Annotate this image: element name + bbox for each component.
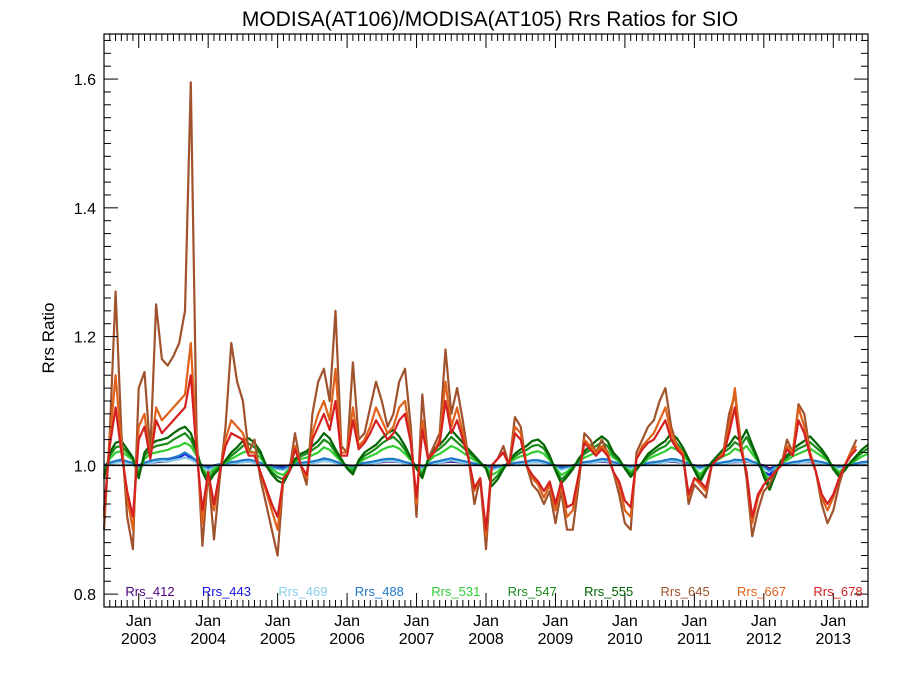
x-tick-label-year: 2009 <box>538 631 574 648</box>
legend-item-rrs_667: Rrs_667 <box>737 584 786 599</box>
tick-layer: 0.81.01.21.41.6Jan2003Jan2004Jan2005Jan2… <box>74 34 869 648</box>
x-tick-label-month: Jan <box>195 613 221 630</box>
y-tick-label: 1.2 <box>74 330 96 347</box>
legend: Rrs_412 Rrs_443 Rrs_469 Rrs_488 Rrs_531 Rrs_5… <box>125 584 862 599</box>
x-tick-label-year: 2003 <box>121 631 157 648</box>
legend-item-rrs_469: Rrs_469 <box>278 584 327 599</box>
y-tick-label: 0.8 <box>74 587 96 604</box>
y-tick-label: 1.4 <box>74 201 96 218</box>
legend-item-rrs_645: Rrs_645 <box>661 584 710 599</box>
legend-item-rrs_412: Rrs_412 <box>125 584 174 599</box>
x-tick-label-month: Jan <box>543 613 569 630</box>
x-tick-label-year: 2007 <box>399 631 435 648</box>
x-tick-label-month: Jan <box>681 613 707 630</box>
x-tick-label-year: 2004 <box>190 631 226 648</box>
legend-item-rrs_531: Rrs_531 <box>431 584 480 599</box>
x-tick-label-year: 2012 <box>746 631 782 648</box>
x-tick-label-month: Jan <box>126 613 152 630</box>
y-tick-label: 1.6 <box>74 72 96 89</box>
legend-item-rrs_443: Rrs_443 <box>202 584 251 599</box>
legend-item-rrs_547: Rrs_547 <box>508 584 557 599</box>
x-tick-label-year: 2008 <box>468 631 504 648</box>
legend-item-rrs_488: Rrs_488 <box>355 584 404 599</box>
x-tick-label-year: 2011 <box>677 631 712 648</box>
y-tick-label: 1.0 <box>74 458 96 475</box>
x-tick-label-month: Jan <box>265 613 291 630</box>
x-tick-label-year: 2005 <box>260 631 296 648</box>
x-tick-label-month: Jan <box>473 613 499 630</box>
x-tick-label-month: Jan <box>820 613 846 630</box>
chart-title: MODISA(AT106)/MODISA(AT105) Rrs Ratios f… <box>242 8 738 31</box>
x-tick-label-month: Jan <box>404 613 430 630</box>
y-axis-label: Rrs Ratio <box>39 303 58 374</box>
x-tick-label-year: 2006 <box>329 631 365 648</box>
x-tick-label-year: 2013 <box>815 631 851 648</box>
series-layer <box>102 81 869 557</box>
x-tick-label-year: 2010 <box>607 631 643 648</box>
legend-item-rrs_555: Rrs_555 <box>584 584 633 599</box>
x-tick-label-month: Jan <box>751 613 777 630</box>
x-tick-label-month: Jan <box>334 613 360 630</box>
legend-item-rrs_678: Rrs_678 <box>813 584 862 599</box>
series-line-rrs_678 <box>102 374 858 531</box>
x-tick-label-month: Jan <box>612 613 638 630</box>
